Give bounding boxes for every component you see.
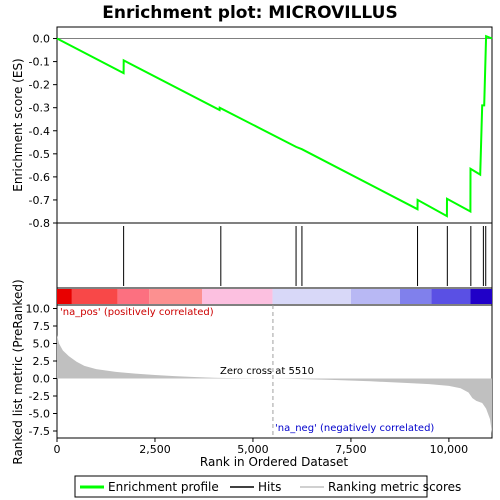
metric-y-tick-label: -5.0	[29, 408, 50, 421]
metric-y-tick-label: 7.5	[33, 320, 51, 333]
legend-label: Ranking metric scores	[328, 480, 461, 494]
es-y-axis-label: Enrichment score (ES)	[11, 58, 25, 191]
es-y-tick-label: -0.4	[29, 125, 50, 138]
zero-cross-label: Zero cross at 5510	[220, 366, 314, 377]
heatbar-segment	[57, 289, 72, 304]
metric-y-tick-label: 5.0	[33, 338, 51, 351]
es-panel-frame	[56, 26, 493, 224]
positive-correlation-label: 'na_pos' (positively correlated)	[60, 307, 214, 318]
metric-x-ticks: 0 2,500 5,000 7,500 10,000	[54, 438, 469, 456]
es-y-tick-label: -0.5	[29, 148, 50, 161]
x-tick-label: 5,000	[237, 443, 269, 456]
negative-correlation-label: 'na_neg' (negatively correlated)	[275, 423, 434, 434]
x-tick-label: 2,500	[139, 443, 171, 456]
heatbar-segment	[399, 289, 432, 304]
heatbar-segment	[71, 289, 118, 304]
legend: Enrichment profile Hits Ranking metric sco…	[74, 475, 461, 498]
metric-y-tick-label: 2.5	[33, 355, 51, 368]
x-tick-label: 10,000	[430, 443, 469, 456]
metric-y-ticks: 10.0 7.5 5.0 2.5 0.0 -2.5 -5.0 -7.5	[26, 303, 57, 438]
hit-lines	[123, 226, 487, 286]
heatbar-segment	[202, 289, 273, 304]
heatbar-segment	[431, 289, 471, 304]
chart-title: Enrichment plot: MICROVILLUS	[102, 3, 397, 23]
metric-y-tick-label: -2.5	[29, 390, 50, 403]
x-tick-label: 0	[54, 443, 61, 456]
x-tick-label: 7,500	[335, 443, 367, 456]
legend-items: Enrichment profile Hits Ranking metric sco…	[80, 480, 461, 494]
heatbar-segment	[350, 289, 400, 304]
metric-y-tick-label: -7.5	[29, 425, 50, 438]
es-y-tick-label: -0.7	[29, 194, 50, 207]
heatbar-segment	[470, 289, 492, 304]
es-y-tick-label: -0.3	[29, 102, 50, 115]
legend-label: Hits	[258, 480, 281, 494]
legend-label: Enrichment profile	[108, 480, 219, 494]
es-y-tick-label: -0.2	[29, 79, 50, 92]
metric-panel: 10.0 7.5 5.0 2.5 0.0 -2.5 -5.0 -7.5 0 2,500 5,000…	[11, 279, 493, 469]
heatbar-panel	[56, 287, 493, 306]
es-y-tick-label: 0.0	[33, 33, 51, 46]
es-panel: 0.0 -0.1 -0.2 -0.3 -0.4 -0.5 -0.6 -0.7 -0.8 Enri…	[11, 26, 493, 230]
metric-y-tick-label: 10.0	[26, 303, 51, 316]
x-axis-label: Rank in Ordered Dataset	[200, 455, 348, 469]
es-y-tick-label: -0.8	[29, 217, 50, 230]
es-y-ticks: 0.0 -0.1 -0.2 -0.3 -0.4 -0.5 -0.6 -0.7 -0.8	[29, 33, 57, 230]
heatbar-segment	[149, 289, 202, 304]
heatbar-segments	[57, 289, 492, 304]
heatbar-segment	[117, 289, 150, 304]
heatbar-segment	[272, 289, 351, 304]
metric-y-tick-label: 0.0	[33, 373, 51, 386]
metric-panel-frame	[56, 304, 493, 439]
es-y-tick-label: -0.1	[29, 56, 50, 69]
enrichment-profile-line	[56, 34, 493, 218]
hits-panel	[56, 222, 493, 289]
hits-panel-frame	[56, 222, 493, 289]
es-y-tick-label: -0.6	[29, 171, 50, 184]
metric-y-axis-label: Ranked list metric (PreRanked)	[11, 279, 25, 464]
